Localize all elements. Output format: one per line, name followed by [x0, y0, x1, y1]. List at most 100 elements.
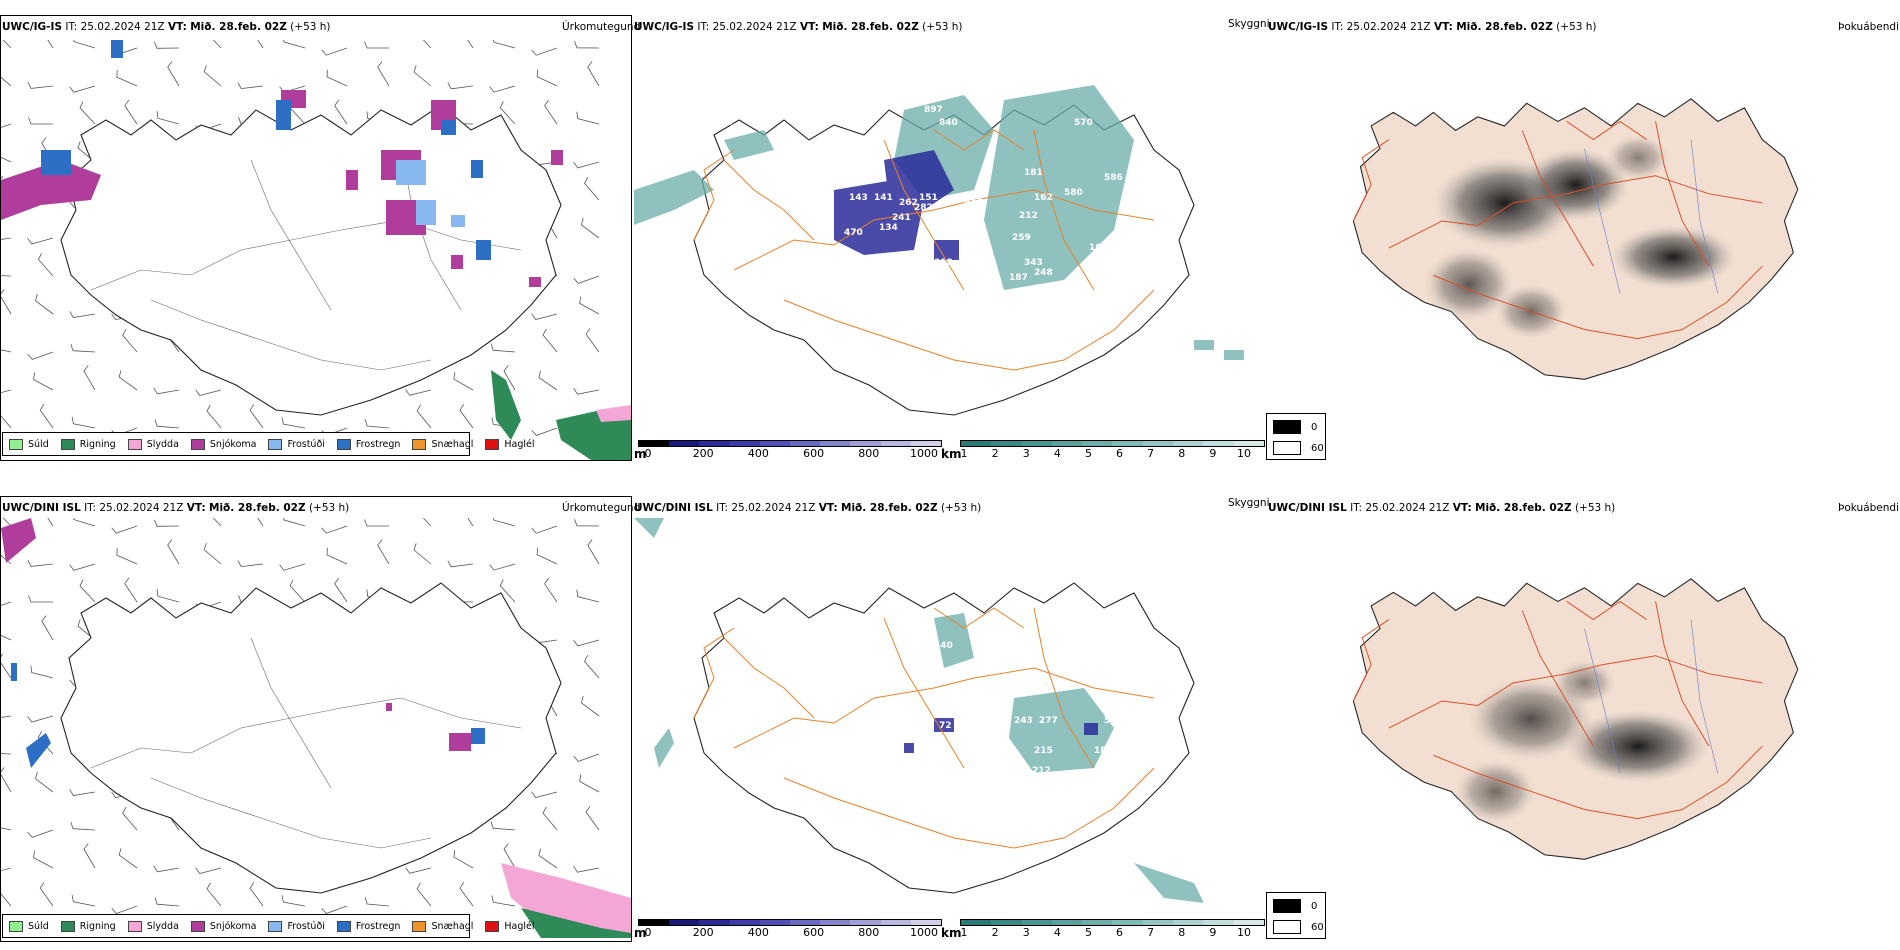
wind-barb [326, 547, 348, 565]
precip-sleet [501, 863, 631, 938]
legend-swatch [60, 438, 75, 450]
colorbar-segment [880, 920, 911, 925]
legend-label: Snæhagl [431, 438, 474, 450]
vis-km-colorbar [960, 919, 1265, 926]
lead-time: (+53 h) [308, 502, 350, 514]
vis-value-labels: 140 77 243 72 277 215 212 189 51 [934, 641, 1117, 776]
rivers [1584, 619, 1719, 774]
legend-item-frostregn: Frostregn [336, 920, 400, 932]
wind-barb [118, 848, 138, 869]
legend-label: Haglél [504, 438, 535, 450]
legend-label: Slydda [146, 438, 179, 450]
colorbar-segment [961, 441, 992, 446]
vt-label: VT: [167, 21, 187, 33]
wind-barb [27, 560, 54, 567]
colorbar-segment [639, 920, 670, 925]
vis-value-label: 168 [1089, 243, 1108, 253]
fog-index-legend: 0 60 [1266, 413, 1326, 460]
colorbar-tick: 10 [1237, 447, 1251, 460]
visibility-map: 140 77 243 72 277 215 212 189 51 [634, 518, 1204, 903]
colorbar-segment [639, 441, 670, 446]
wind-barb [237, 82, 264, 90]
colorbar-segment [1173, 441, 1204, 446]
wind-barb [1, 389, 12, 394]
wind-barb [116, 548, 138, 565]
colorbar-tick: 200 [692, 447, 714, 460]
fog-label-0: 0 [1311, 900, 1318, 912]
vis-value-label: 177 [1094, 263, 1113, 273]
wind-barb [77, 619, 96, 641]
model-name: UWC/DINI ISL [1268, 502, 1347, 514]
wind-barb [576, 589, 600, 603]
vis-value-label: 282 [914, 203, 933, 213]
vis-m-unit: m [634, 447, 647, 461]
wind-barb [30, 665, 54, 679]
wind-barb [573, 865, 600, 873]
wind-barb [489, 563, 516, 571]
precip-freezing [41, 40, 491, 260]
wind-barb [321, 47, 348, 56]
road-network [1352, 600, 1763, 820]
wind-barb [364, 897, 390, 907]
wind-barb [574, 41, 600, 49]
vis-value-label: 897 [924, 105, 943, 115]
vt-label: VT: [1452, 502, 1472, 514]
wind-barb [203, 65, 222, 87]
vis-value-label: 470 [844, 228, 863, 238]
wind-barb [195, 389, 222, 396]
vt-label: VT: [818, 502, 838, 514]
legend-swatch [336, 920, 351, 932]
wind-barb [154, 897, 180, 907]
wind-barb [257, 40, 264, 49]
wind-barb [1, 715, 12, 718]
fog-index-legend: 0 60 [1266, 892, 1326, 939]
wind-barb [334, 99, 348, 125]
vis-m-area [834, 150, 959, 260]
vis-value-label: 243 [1014, 716, 1033, 726]
wind-barb [71, 416, 96, 429]
wind-barb [124, 99, 138, 125]
it-label: IT: [84, 502, 97, 514]
wind-barb [416, 882, 432, 907]
vis-m-ticks: 0 200 400 600 800 1000 [645, 926, 939, 940]
legend-label: Snæhagl [431, 920, 474, 932]
wind-barb [195, 867, 222, 874]
colorbar-tick: 1000 [910, 926, 938, 939]
map-frame [0, 496, 632, 942]
colorbar-segment [1233, 441, 1264, 446]
wind-barb [283, 518, 306, 527]
wind-barb [467, 40, 474, 49]
init-time: 25.02.2024 21Z [99, 502, 184, 514]
legend-item-snjókoma: Snjókoma [190, 920, 256, 932]
wind-barb [489, 85, 516, 93]
precip-freezing-drizzle [396, 160, 465, 227]
panel-header: UWC/DINI ISL IT: 25.02.2024 21Z VT: Mið.… [2, 502, 349, 514]
colorbar-tick: 8 [1178, 447, 1186, 460]
wind-barb [364, 41, 389, 49]
vis-value-label: 215 [1034, 746, 1053, 756]
product-title: Þokuábendi [1838, 502, 1899, 514]
colorbar-segment [759, 920, 791, 925]
legend-swatch [190, 920, 205, 932]
fog-areas [1424, 135, 1736, 339]
wind-barb [71, 894, 96, 907]
model-name: UWC/DINI ISL [634, 502, 713, 514]
vis-value-label: 580 [1064, 188, 1083, 198]
precip-map [1, 518, 631, 938]
model-name: UWC/DINI ISL [2, 502, 81, 514]
wind-barb [73, 40, 96, 49]
wind-barb [203, 543, 222, 565]
legend-item-rigning: Rigning [60, 920, 116, 932]
wind-barb [453, 372, 474, 391]
wind-barb [35, 771, 54, 793]
colorbar-segment [759, 441, 791, 446]
legend-swatch [127, 438, 142, 450]
init-time: 25.02.2024 21Z [1365, 502, 1450, 514]
wind-barb [585, 328, 600, 353]
wind-barb [1, 767, 12, 793]
colorbar-segment [790, 441, 821, 446]
fog-index-map [1352, 578, 1799, 860]
wind-barb [499, 101, 516, 125]
colorbar-segment [1082, 920, 1113, 925]
